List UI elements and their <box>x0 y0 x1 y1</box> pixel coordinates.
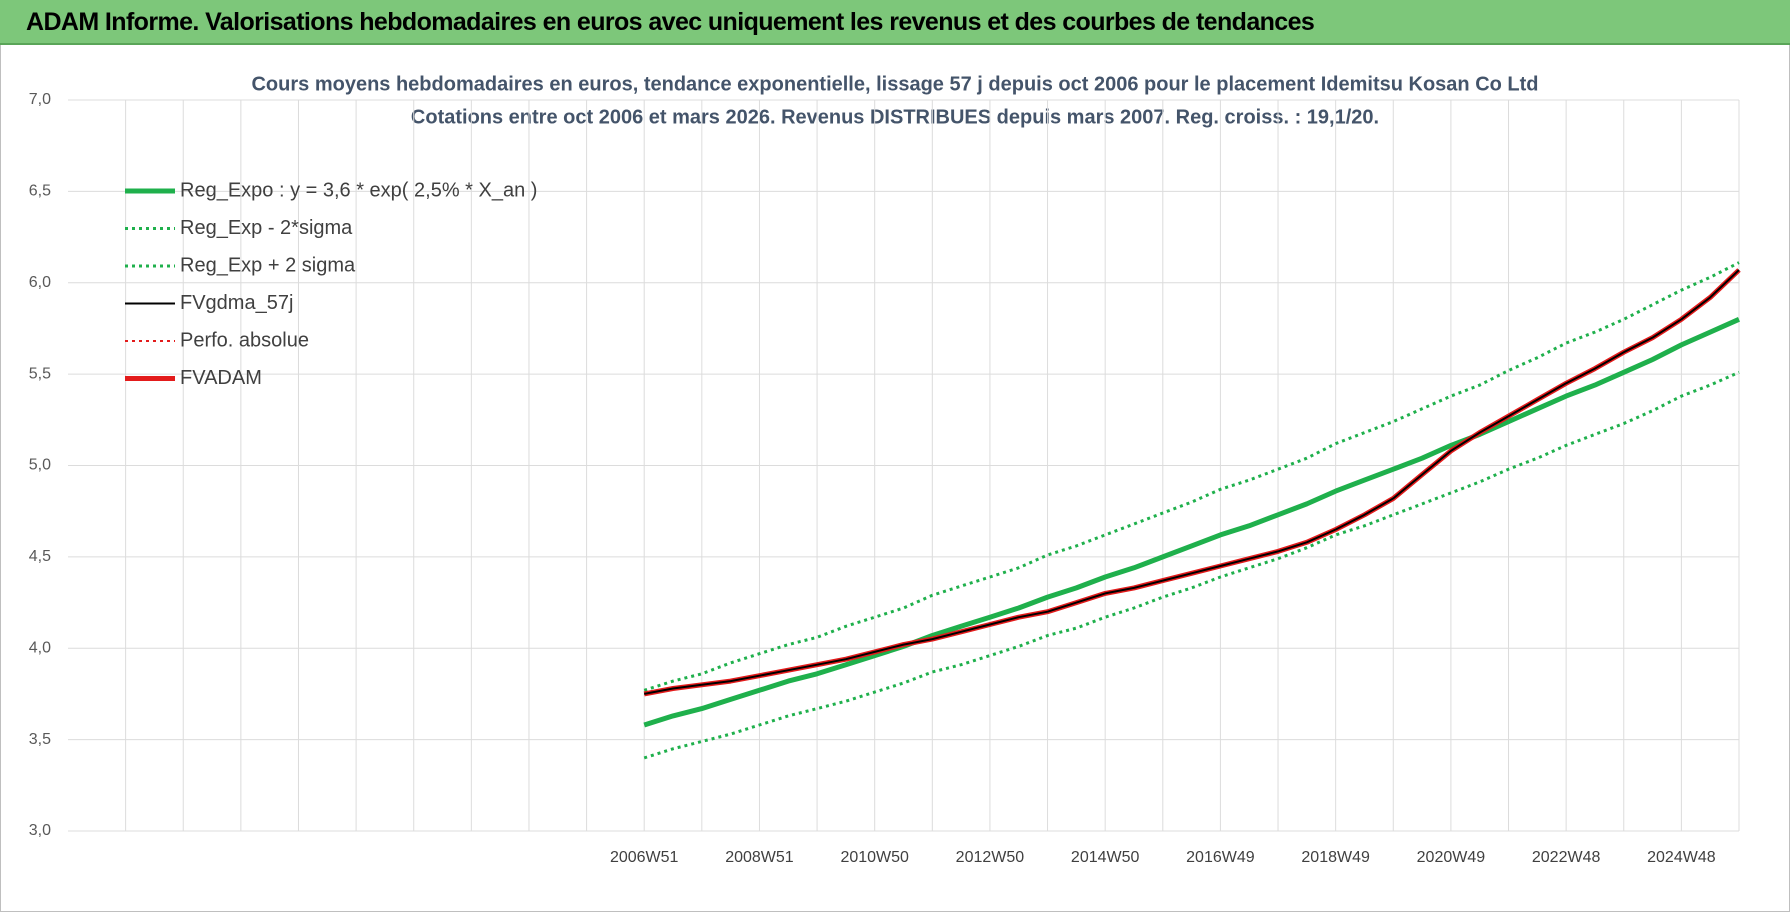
legend-label: Perfo. absolue <box>180 329 309 351</box>
y-tick-label: 5,5 <box>29 365 51 382</box>
chart-subtitle: Cotations entre oct 2006 et mars 2026. R… <box>411 106 1379 128</box>
x-tick-label: 2024W48 <box>1647 849 1716 866</box>
x-tick-label: 2010W50 <box>840 849 909 866</box>
x-tick-label: 2018W49 <box>1301 849 1370 866</box>
series-line <box>643 261 1740 692</box>
legend-label: Reg_Exp + 2 sigma <box>180 254 356 276</box>
series-line <box>644 269 1740 695</box>
y-tick-label: 4,5 <box>29 548 51 565</box>
series-line <box>644 269 1740 695</box>
legend-label: Reg_Expo : y = 3,6 * exp( 2,5% * X_an ) <box>180 179 537 201</box>
x-tick-label: 2006W51 <box>610 849 679 866</box>
legend-label: FVgdma_57j <box>180 292 293 314</box>
y-tick-label: 6,5 <box>29 183 51 200</box>
y-tick-label: 3,0 <box>29 822 51 839</box>
x-tick-label: 2020W49 <box>1417 849 1486 866</box>
x-tick-label: 2014W50 <box>1071 849 1140 866</box>
y-tick-label: 6,0 <box>29 274 51 291</box>
header-bar: ADAM Informe. Valorisations hebdomadaire… <box>0 0 1790 45</box>
chart-title: Cours moyens hebdomadaires en euros, ten… <box>251 73 1538 95</box>
legend-label: FVADAM <box>180 367 262 389</box>
chart: Cours moyens hebdomadaires en euros, ten… <box>29 73 1741 866</box>
legend-label: Reg_Exp - 2*sigma <box>180 217 353 239</box>
series-line <box>643 268 1741 697</box>
x-tick-label: 2012W50 <box>956 849 1025 866</box>
y-tick-label: 5,0 <box>29 457 51 474</box>
header-title: ADAM Informe. Valorisations hebdomadaire… <box>26 8 1315 36</box>
y-tick-label: 3,5 <box>29 731 51 748</box>
series-line <box>643 317 1741 728</box>
series-line <box>643 370 1740 760</box>
y-tick-label: 4,0 <box>29 639 51 656</box>
x-tick-label: 2016W49 <box>1186 849 1255 866</box>
y-tick-label: 7,0 <box>29 91 51 108</box>
x-tick-label: 2022W48 <box>1532 849 1601 866</box>
x-tick-label: 2008W51 <box>725 849 794 866</box>
